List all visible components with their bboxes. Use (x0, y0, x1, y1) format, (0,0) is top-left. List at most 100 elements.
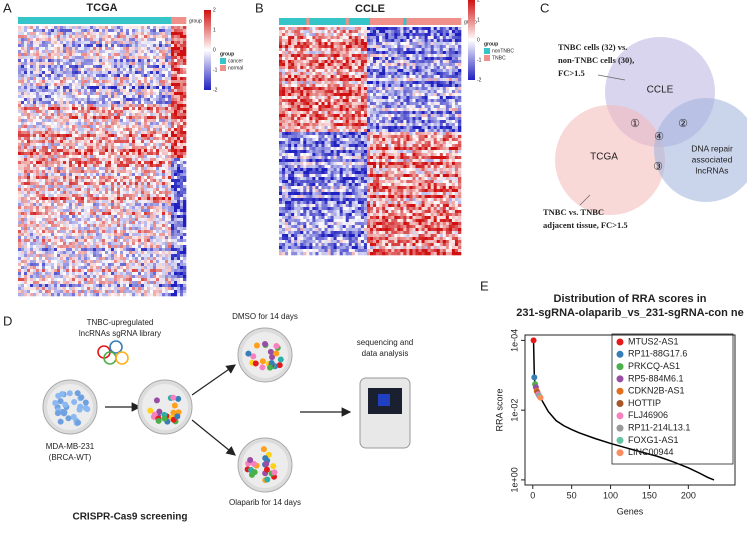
heatmap-cell (162, 176, 166, 180)
heatmap-cell (63, 263, 67, 267)
heatmap-cell (24, 173, 28, 177)
heatmap-cell (54, 131, 58, 135)
heatmap-cell (75, 191, 79, 195)
heatmap-cell (36, 35, 40, 39)
heatmap-cell (33, 209, 37, 213)
heatmap-cell (45, 68, 49, 72)
heatmap-cell (165, 236, 169, 240)
heatmap-cell (138, 68, 142, 72)
heatmap-cell (27, 173, 31, 177)
heatmap-cell (30, 35, 34, 39)
heatmap-cell (171, 62, 175, 66)
heatmap-cell (159, 53, 163, 57)
heatmap-cell (129, 110, 133, 114)
heatmap-cell (57, 257, 61, 261)
heatmap-cell (42, 53, 46, 57)
heatmap-cell (123, 245, 127, 249)
heatmap-cell (108, 29, 112, 33)
heatmap-cell (144, 35, 148, 39)
heatmap-cell (108, 269, 112, 273)
heatmap-cell (96, 41, 100, 45)
heatmap-cell (159, 44, 163, 48)
heatmap-cell (132, 119, 136, 123)
heatmap-cell (165, 194, 169, 198)
heatmap-cell (138, 77, 142, 81)
heatmap-cell (153, 224, 157, 228)
heatmap-cell (141, 50, 145, 54)
heatmap-cell (114, 236, 118, 240)
heatmap-cell (57, 185, 61, 189)
heatmap-cell (156, 164, 160, 168)
heatmap-cell (168, 281, 172, 285)
heatmap-cell (126, 137, 130, 141)
heatmap-cell (18, 209, 22, 213)
heatmap-cell (159, 29, 163, 33)
heatmap-cell (24, 239, 28, 243)
heatmap-cell (105, 35, 109, 39)
heatmap-cell (60, 221, 64, 225)
heatmap-cell (156, 68, 160, 72)
heatmap-cell (33, 287, 37, 291)
heatmap-cell (60, 140, 64, 144)
heatmap-cell (66, 224, 70, 228)
heatmap-cell (126, 179, 130, 183)
heatmap-cell (135, 179, 139, 183)
heatmap-cell (81, 116, 85, 120)
heatmap-cell (165, 170, 169, 174)
heatmap-cell (60, 47, 64, 51)
heatmap-cell (75, 218, 79, 222)
heatmap-cell (42, 224, 46, 228)
heatmap-cell (123, 218, 127, 222)
heatmap-cell (63, 197, 67, 201)
heatmap-cell (135, 41, 139, 45)
heatmap-cell (75, 26, 79, 30)
heatmap-cell (183, 149, 187, 153)
heatmap-cell (153, 89, 157, 93)
heatmap-cell (132, 77, 136, 81)
heatmap-cell (81, 80, 85, 84)
heatmap-cell (69, 47, 73, 51)
heatmap-cell (87, 101, 91, 105)
heatmap-cell (99, 251, 103, 255)
heatmap-cell (174, 92, 178, 96)
heatmap-cell (99, 107, 103, 111)
heatmap-cell (126, 113, 130, 117)
heatmap-cell (102, 263, 106, 267)
heatmap-cell (126, 59, 130, 63)
heatmap-cell (18, 131, 22, 135)
heatmap-cell (114, 101, 118, 105)
heatmap-cell (27, 260, 31, 264)
heatmap-cell (114, 29, 118, 33)
heatmap-cell (39, 131, 43, 135)
heatmap-cell (30, 161, 34, 165)
heatmap-cell (174, 227, 178, 231)
heatmap-cell (33, 110, 37, 114)
heatmap-cell (69, 179, 73, 183)
heatmap-cell (36, 98, 40, 102)
heatmap-cell (36, 50, 40, 54)
heatmap-cell (180, 200, 184, 204)
heatmap-cell (81, 119, 85, 123)
heatmap-cell (60, 254, 64, 258)
heatmap-cell (36, 119, 40, 123)
heatmap-cell (180, 92, 184, 96)
heatmap-cell (27, 281, 31, 285)
heatmap-cell (42, 260, 46, 264)
heatmap-cell (162, 89, 166, 93)
heatmap-cell (96, 200, 100, 204)
heatmap-cell (39, 173, 43, 177)
heatmap-cell (18, 83, 22, 87)
heatmap-cell (171, 281, 175, 285)
heatmap-cell (126, 233, 130, 237)
heatmap-cell (147, 143, 151, 147)
heatmap-cell (60, 215, 64, 219)
heatmap-cell (150, 194, 154, 198)
heatmap-cell (165, 278, 169, 282)
heatmap-cell (177, 65, 181, 69)
heatmap-cell (48, 68, 52, 72)
heatmap-cell (75, 158, 79, 162)
heatmap-cell (102, 71, 106, 75)
heatmap-cell (69, 143, 73, 147)
heatmap-cell (81, 209, 85, 213)
heatmap-cell (90, 203, 94, 207)
